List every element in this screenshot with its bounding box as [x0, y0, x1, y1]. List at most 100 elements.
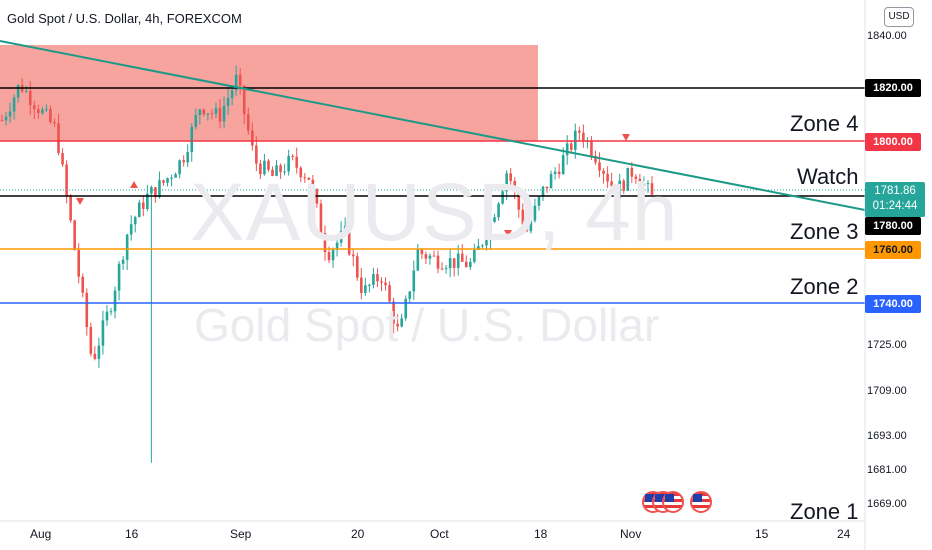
candle-body: [376, 274, 379, 282]
sell-marker: [622, 134, 630, 141]
candle-body: [186, 152, 190, 163]
time-tick: 16: [125, 527, 139, 541]
candle-body: [113, 290, 117, 312]
candle-body: [73, 220, 76, 251]
price-badge-1820: 1820.00: [865, 79, 921, 97]
candle-body: [392, 301, 395, 324]
candle-body: [578, 130, 581, 133]
candle-body: [65, 164, 68, 196]
candle-body: [408, 291, 412, 299]
candle-body: [158, 180, 161, 198]
candle-body: [432, 255, 436, 257]
candle-body: [372, 274, 375, 285]
candle-body: [396, 323, 399, 327]
candle-body: [129, 224, 133, 235]
candle-body: [533, 205, 537, 221]
candle-body: [517, 191, 521, 210]
candle-body: [190, 126, 194, 153]
time-tick: Aug: [30, 527, 52, 541]
candle-body: [497, 203, 500, 218]
candle-body: [259, 163, 262, 175]
price-badge-1800: 1800.00: [865, 133, 921, 151]
candle-body: [137, 202, 141, 218]
chart-title[interactable]: Gold Spot / U.S. Dollar, 4h, FOREXCOM: [7, 11, 242, 26]
candle-body: [501, 191, 504, 204]
watermark-symbol: XAUUSD, 4h: [190, 167, 679, 258]
candle-body: [37, 109, 40, 114]
price-badge-1780: 1780.00: [865, 217, 921, 235]
price-tick: 1709.00: [867, 385, 907, 397]
candle-body: [553, 171, 557, 174]
candle-body: [444, 268, 448, 270]
trend-line[interactable]: [0, 40, 866, 211]
candle-body: [464, 261, 468, 268]
candle-body: [448, 258, 452, 269]
candle-body: [384, 282, 387, 286]
candle-body: [355, 256, 359, 278]
candle-body: [69, 195, 72, 221]
watch-label[interactable]: Watch: [797, 164, 859, 189]
candle-body: [53, 122, 56, 124]
candle-body: [436, 255, 440, 269]
zone-3-label[interactable]: Zone 3: [790, 219, 859, 244]
us-flag-icon[interactable]: [662, 491, 684, 513]
candle-body: [650, 183, 654, 195]
candle-body: [481, 245, 484, 247]
candle-body: [364, 285, 367, 293]
candle-body: [242, 85, 246, 115]
zone-1-label[interactable]: Zone 1: [790, 499, 859, 524]
candle-body: [12, 97, 16, 112]
candle-body: [327, 252, 331, 261]
candle-body: [170, 177, 173, 179]
candle-body: [49, 109, 52, 123]
candle-body: [0, 120, 4, 122]
candle-body: [166, 178, 169, 183]
candle-body: [61, 153, 64, 165]
time-tick: 18: [534, 527, 548, 541]
candle-body: [16, 84, 20, 98]
time-tick: 20: [351, 527, 365, 541]
candle-body: [561, 155, 565, 175]
price-tick: 1693.00: [867, 430, 907, 442]
candle-body: [582, 132, 585, 142]
candle-body: [226, 98, 230, 106]
candle-body: [246, 114, 250, 131]
zone-4-label[interactable]: Zone 4: [790, 111, 859, 136]
candle-body: [198, 109, 202, 116]
candle-body: [634, 176, 638, 179]
candle-body: [93, 353, 97, 359]
candle-body: [404, 298, 408, 319]
sell-marker: [504, 230, 512, 237]
zone-2-label[interactable]: Zone 2: [790, 274, 859, 299]
buy-marker: [130, 181, 138, 188]
candle-body: [255, 145, 258, 164]
currency-button[interactable]: USD: [884, 7, 914, 27]
candle-body: [493, 217, 496, 222]
candle-body: [323, 233, 327, 253]
candle-body: [590, 140, 593, 157]
candle-body: [77, 250, 81, 277]
price-tick: 1840.00: [867, 30, 907, 42]
price-tick: 1681.00: [867, 464, 907, 476]
candle-body: [283, 171, 286, 173]
candle-body: [537, 196, 541, 206]
candle-body: [460, 253, 464, 262]
candle-body: [101, 320, 105, 346]
candle-body: [311, 179, 315, 190]
candle-body: [142, 202, 145, 209]
candle-body: [569, 143, 573, 150]
candle-body: [610, 181, 613, 187]
candle-body: [238, 74, 242, 86]
candle-body: [230, 90, 234, 99]
candle-body: [41, 109, 44, 114]
candle-body: [335, 242, 339, 250]
time-tick: 24: [837, 527, 851, 541]
price-badge-1760: 1760.00: [865, 241, 921, 259]
us-flag-icon[interactable]: [690, 491, 712, 513]
candle-body: [416, 249, 420, 271]
candle-body: [473, 250, 476, 262]
price-badge-1740: 1740.00: [865, 295, 921, 313]
candle-body: [150, 187, 153, 194]
candle-body: [420, 249, 424, 255]
